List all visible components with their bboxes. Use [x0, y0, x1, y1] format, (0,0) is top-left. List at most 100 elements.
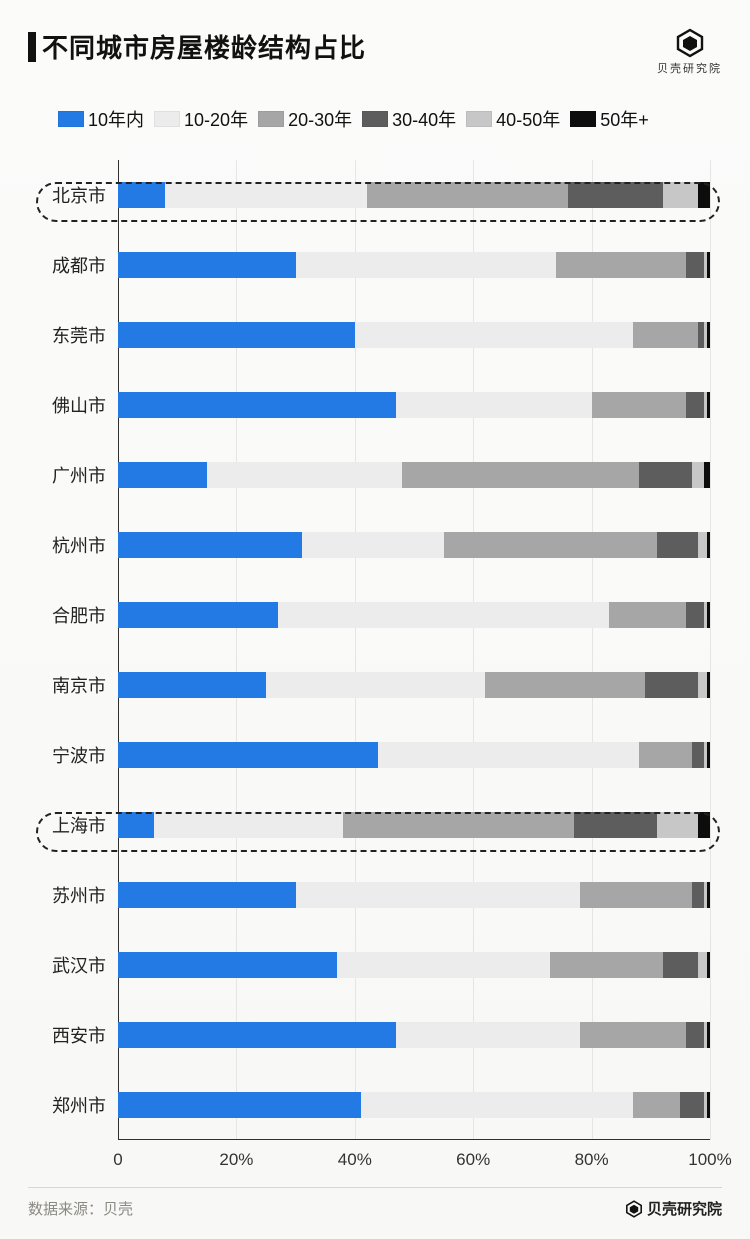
bar-segment — [657, 532, 698, 558]
bar-segment — [707, 882, 710, 908]
bar-segment — [639, 742, 692, 768]
legend-swatch — [362, 111, 388, 127]
category-label: 杭州市 — [28, 532, 118, 558]
x-axis-ticks: 020%40%60%80%100% — [118, 1140, 710, 1188]
footer-brand-text: 贝壳研究院 — [647, 1198, 722, 1219]
bar-segment — [165, 182, 366, 208]
bar-row: 西安市 — [28, 1000, 710, 1070]
bar-segment — [118, 532, 302, 558]
bar-row: 武汉市 — [28, 930, 710, 1000]
bar-row: 南京市 — [28, 650, 710, 720]
bar-segment — [118, 882, 296, 908]
bar-segment — [686, 602, 704, 628]
x-tick-label: 40% — [338, 1150, 372, 1170]
bar-row: 上海市 — [28, 790, 710, 860]
bar-segment — [485, 672, 645, 698]
legend-item: 10-20年 — [154, 106, 248, 132]
stacked-bar — [118, 882, 710, 908]
legend-label: 50年+ — [600, 106, 649, 132]
bar-segment — [707, 742, 710, 768]
bar-segment — [707, 322, 710, 348]
bar-segment — [707, 532, 710, 558]
category-label: 佛山市 — [28, 392, 118, 418]
bar-segment — [118, 952, 337, 978]
source-label: 数据来源：贝壳 — [28, 1198, 133, 1219]
bar-segment — [296, 882, 580, 908]
category-label: 苏州市 — [28, 882, 118, 908]
bar-segment — [580, 1022, 687, 1048]
bar-segment — [680, 1092, 704, 1118]
bar-segment — [574, 812, 657, 838]
x-tick-label: 60% — [456, 1150, 490, 1170]
stacked-bar — [118, 252, 710, 278]
bar-segment — [118, 812, 154, 838]
bar-segment — [707, 672, 710, 698]
bar-segment — [707, 392, 710, 418]
category-label: 郑州市 — [28, 1092, 118, 1118]
bar-segment — [118, 1022, 396, 1048]
bar-segment — [556, 252, 686, 278]
bar-segment — [118, 1092, 361, 1118]
stacked-bar — [118, 602, 710, 628]
bar-segment — [355, 322, 633, 348]
page: 不同城市房屋楼龄结构占比 贝壳研究院 10年内10-20年20-30年30-40… — [0, 0, 750, 1239]
gridline — [710, 160, 711, 1140]
hexagon-logo-icon — [625, 1200, 643, 1218]
bar-segment — [118, 672, 266, 698]
bar-segment — [692, 742, 704, 768]
stacked-bar — [118, 672, 710, 698]
stacked-bar — [118, 182, 710, 208]
x-tick-label: 80% — [575, 1150, 609, 1170]
bar-segment — [118, 182, 165, 208]
bar-segment — [707, 1022, 710, 1048]
bar-segment — [296, 252, 556, 278]
bar-segment — [402, 462, 639, 488]
bar-segment — [118, 392, 396, 418]
stacked-bar — [118, 532, 710, 558]
bar-segment — [692, 462, 704, 488]
stacked-bar — [118, 742, 710, 768]
bar-segment — [609, 602, 686, 628]
bar-segment — [707, 602, 710, 628]
x-tick-label: 100% — [688, 1150, 731, 1170]
bar-segment — [633, 1092, 680, 1118]
bar-row: 宁波市 — [28, 720, 710, 790]
bar-segment — [550, 952, 662, 978]
legend-swatch — [258, 111, 284, 127]
bar-segment — [663, 182, 699, 208]
legend: 10年内10-20年20-30年30-40年40-50年50年+ — [58, 106, 722, 132]
legend-label: 40-50年 — [496, 106, 560, 132]
bar-segment — [657, 812, 698, 838]
bar-segment — [698, 532, 707, 558]
bar-segment — [378, 742, 638, 768]
category-label: 上海市 — [28, 812, 118, 838]
bar-segment — [707, 252, 710, 278]
x-tick-label: 20% — [219, 1150, 253, 1170]
bar-row: 成都市 — [28, 230, 710, 300]
stacked-bar — [118, 1092, 710, 1118]
bar-segment — [592, 392, 687, 418]
bar-segment — [686, 252, 704, 278]
legend-label: 10年内 — [88, 106, 144, 132]
bar-segment — [639, 462, 692, 488]
bar-segment — [704, 462, 710, 488]
category-label: 东莞市 — [28, 322, 118, 348]
bar-segment — [396, 1022, 580, 1048]
legend-swatch — [570, 111, 596, 127]
stacked-bar — [118, 1022, 710, 1048]
bar-segment — [568, 182, 663, 208]
bar-segment — [663, 952, 699, 978]
stacked-bar — [118, 462, 710, 488]
legend-label: 30-40年 — [392, 106, 456, 132]
bar-segment — [278, 602, 610, 628]
legend-item: 40-50年 — [466, 106, 560, 132]
bar-segment — [444, 532, 657, 558]
category-label: 南京市 — [28, 672, 118, 698]
bar-row: 郑州市 — [28, 1070, 710, 1140]
brand-logo: 贝壳研究院 — [657, 28, 722, 76]
chart: 北京市成都市东莞市佛山市广州市杭州市合肥市南京市宁波市上海市苏州市武汉市西安市郑… — [28, 160, 722, 1188]
bar-segment — [154, 812, 343, 838]
bar-segment — [698, 672, 707, 698]
bar-segment — [707, 1092, 710, 1118]
bar-row: 广州市 — [28, 440, 710, 510]
